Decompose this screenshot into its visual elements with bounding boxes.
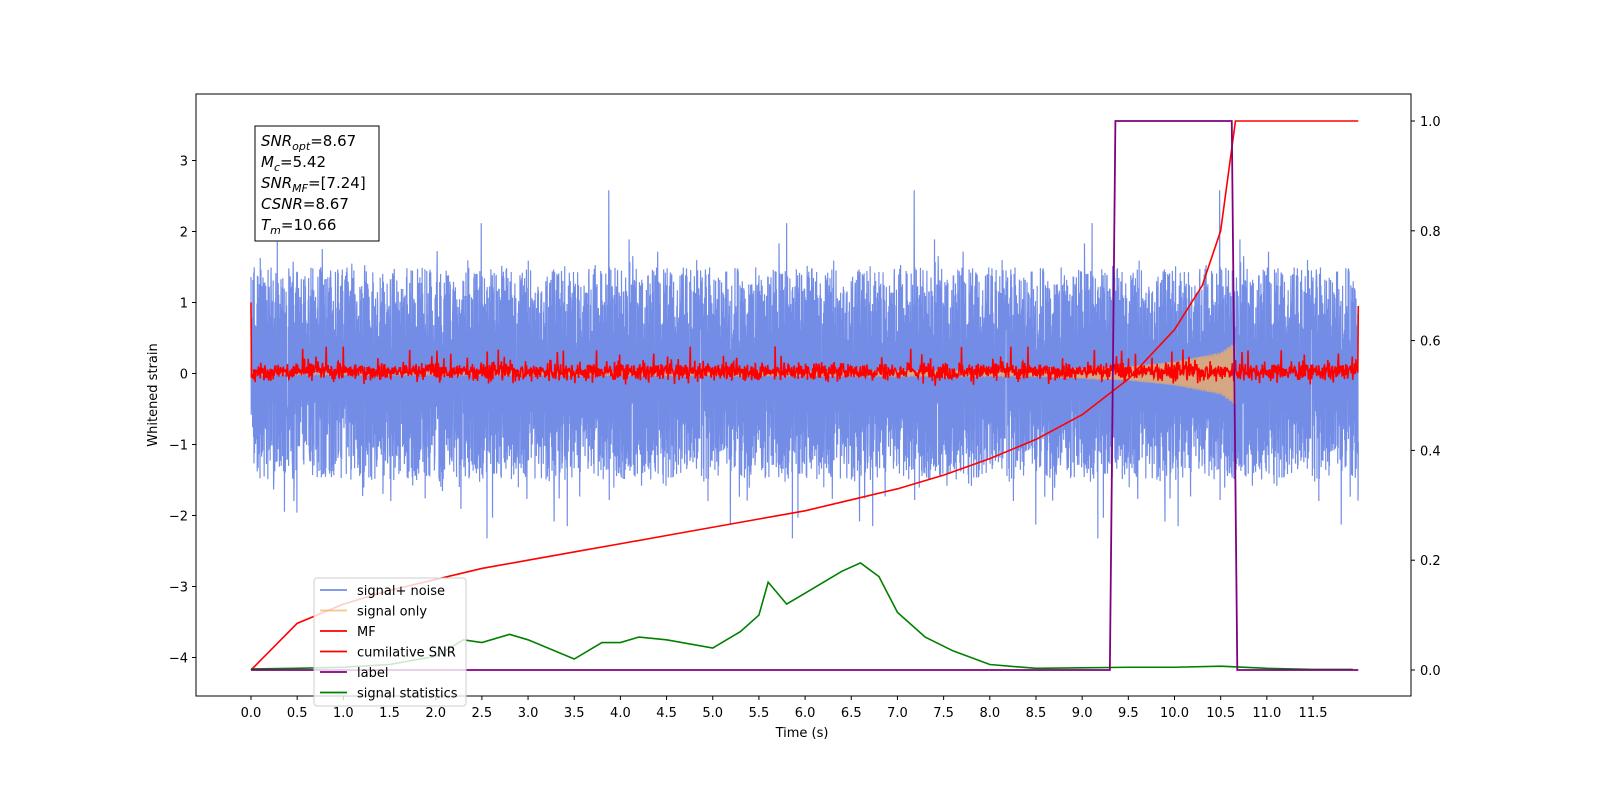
x-tick-label: 1.5 [379,706,400,721]
info-subscript: c [274,161,280,174]
info-subscript: opt [292,140,311,153]
y-right-tick-label: 0.8 [1420,225,1441,240]
x-tick-label: 6.5 [841,706,862,721]
legend-entry: signal only [357,605,427,620]
x-tick-label: 2.5 [472,706,493,721]
legend-entry: label [357,666,388,681]
info-box-frame [254,125,380,242]
x-tick-label: 1.0 [333,706,354,721]
x-axis: 0.0 0.5 1.0 1.5 2.0 2.5 3.0 3.5 4.0 4.5 5.0 5.5 6.0 6… [241,696,1328,721]
x-tick-label: 6.0 [795,706,816,721]
info-box: SNRopt=8.67Mc=5.42SNRMF=[7.24]CSNR=8.67T… [254,125,380,242]
x-tick-label: 11.0 [1252,706,1281,721]
series-mf-line [250,302,1360,386]
x-axis-label: Time (s) [775,726,829,741]
x-tick-label: 0.0 [241,706,262,721]
y-right-tick-label: 0.2 [1420,554,1441,569]
x-tick-label: 9.0 [1072,706,1093,721]
x-tick-label: 0.5 [287,706,308,721]
info-box-row: SNRopt=8.67 [261,132,356,153]
y-left-tick-label: −1 [169,439,188,454]
info-value: =5.42 [280,153,326,171]
y-right-tick-label: 0.4 [1420,444,1441,459]
x-tick-label: 7.0 [887,706,908,721]
legend-frame [313,577,467,707]
x-tick-label: 3.5 [564,706,585,721]
info-subscript: m [270,224,281,237]
legend-entry: cumilative SNR [357,646,456,661]
legend-entry: MF [357,625,376,640]
info-value: =8.67 [303,195,349,213]
plot-frame [195,93,1412,697]
x-tick-label: 7.5 [933,706,954,721]
info-box-row: Mc=5.42 [261,153,326,174]
y-axis-right: 0.0 0.2 0.4 0.6 0.8 1.0 [1411,115,1441,679]
y-right-tick-label: 0.6 [1420,335,1441,350]
info-box-row: SNRMF=[7.24] [261,174,366,195]
info-value: =[7.24] [308,174,366,192]
y-axis-left: −4 −3 −2 −1 0 1 2 3 [169,155,196,667]
x-tick-label: 3.0 [518,706,539,721]
x-tick-label: 8.0 [979,706,1000,721]
series-signal-noise-line [250,190,1359,539]
x-tick-label: 8.5 [1026,706,1047,721]
y-left-tick-label: −3 [169,581,188,596]
x-tick-label: 4.0 [610,706,631,721]
y-right-tick-label: 0.0 [1420,664,1441,679]
x-tick-label: 2.0 [425,706,446,721]
x-tick-label: 5.0 [702,706,723,721]
y-left-tick-label: 3 [180,155,188,170]
legend-entry: signal statistics [357,687,458,702]
x-tick-label: 4.5 [656,706,677,721]
legend: signal+ noise signal only MF cumilative SNR… [313,577,467,707]
x-tick-label: 11.5 [1299,706,1328,721]
info-symbol: CSNR [261,195,303,213]
x-tick-label: 5.5 [749,706,770,721]
series-label-line [251,120,1359,671]
y-left-tick-label: 1 [180,297,188,312]
x-tick-label: 10.5 [1206,706,1235,721]
info-box-row: Tm=10.66 [261,216,336,237]
series-signal-statistics-line [250,562,1353,671]
y-axis-label: Whitened strain [146,343,161,446]
info-symbol: T [261,216,272,234]
y-left-tick-label: 0 [180,368,188,383]
y-left-tick-label: −4 [169,652,188,667]
info-box-row: CSNR=8.67 [261,195,349,213]
y-right-tick-label: 1.0 [1420,115,1441,130]
info-subscript: MF [292,182,308,195]
legend-entry: signal+ noise [357,584,445,599]
info-symbol: M [261,153,274,171]
info-value: =8.67 [310,132,356,150]
info-symbol: SNR [261,174,292,192]
info-symbol: SNR [261,132,292,150]
info-value: =10.66 [281,216,337,234]
y-left-tick-label: 2 [180,226,188,241]
x-tick-label: 10.0 [1160,706,1189,721]
y-left-tick-label: −2 [169,510,188,525]
x-tick-label: 9.5 [1118,706,1139,721]
